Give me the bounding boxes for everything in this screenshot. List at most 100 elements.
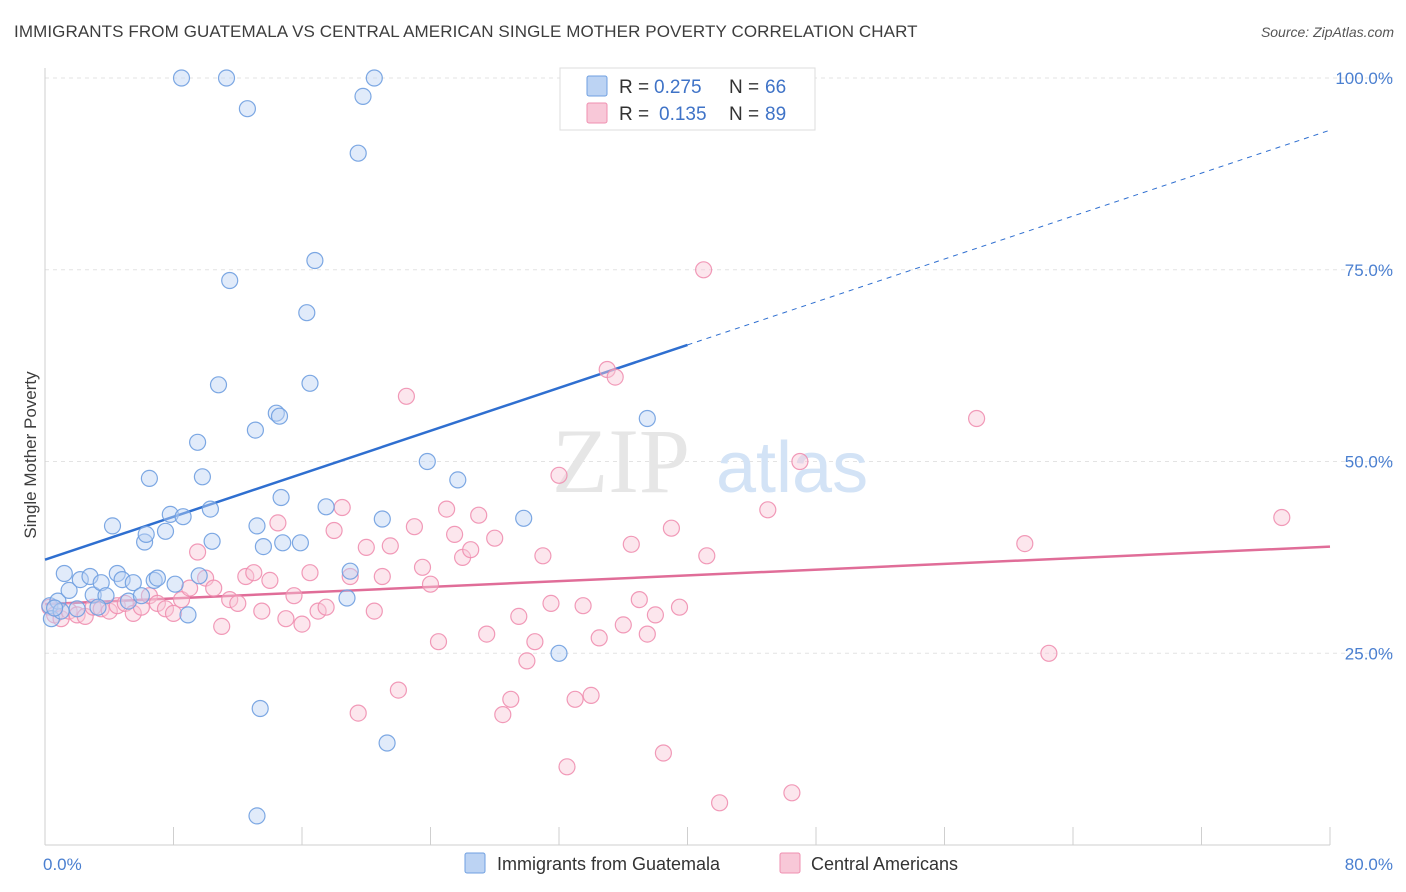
guatemala-point-38 (248, 517, 266, 535)
series-swatch-guatemala (464, 852, 486, 874)
guatemala-point-52 (349, 144, 367, 162)
central-americans-point-71 (606, 368, 624, 386)
legend-r-value-1: 0.275 (654, 77, 702, 98)
central-americans-point-63 (542, 594, 560, 613)
guatemala-point-45 (291, 534, 309, 552)
central-americans-point-32 (293, 615, 311, 633)
central-americans-point-23 (221, 590, 239, 609)
central-americans-point-51 (446, 525, 464, 544)
central-americans-point-37 (333, 498, 351, 517)
central-americans-point-76 (646, 606, 665, 624)
legend-n-value-1: 66 (765, 77, 786, 98)
guatemala-point-51 (341, 562, 359, 580)
central-americans-point-89 (1273, 508, 1291, 527)
guatemala-point-44 (274, 534, 292, 552)
guatemala-point-42 (270, 407, 289, 425)
legend-n-label-2: N = (729, 104, 759, 125)
guatemala-trend-line (44, 343, 688, 561)
guatemala-point-5 (68, 600, 86, 618)
central-americans-point-30 (277, 610, 295, 628)
central-americans-point-38 (341, 567, 359, 586)
watermark-atlas: atlas (716, 428, 868, 508)
stats-legend: R = 0.275 N = 66 R = 0.135 N = 89 (559, 67, 816, 131)
guatemala-point-28 (189, 433, 207, 451)
series-label-central-americans: Central Americans (811, 854, 958, 874)
central-americans-point-47 (413, 558, 432, 576)
central-americans-point-15 (156, 600, 175, 618)
central-americans-point-64 (550, 466, 568, 484)
guatemala-point-40 (254, 537, 272, 556)
guatemala-point-43 (272, 488, 290, 507)
central-americans-point-27 (253, 602, 271, 620)
central-americans-point-77 (654, 744, 673, 762)
guatemala-point-15 (124, 574, 142, 592)
guatemala-point-34 (217, 69, 236, 87)
central-americans-point-42 (373, 567, 391, 586)
central-americans-point-83 (759, 501, 777, 519)
guatemala-point-50 (338, 589, 356, 607)
central-americans-point-31 (285, 587, 303, 605)
central-americans-point-57 (494, 705, 512, 724)
central-americans-point-28 (261, 571, 279, 590)
central-americans-point-85 (791, 452, 809, 471)
series-legend: Immigrants from Guatemala Central Americ… (464, 852, 958, 874)
central-americans-point-87 (1016, 534, 1034, 553)
tick-labels: 25.0% 50.0% 75.0% 100.0% 0.0% 80.0% (43, 69, 1393, 874)
central-americans-point-34 (309, 602, 327, 620)
central-americans-point-56 (486, 529, 504, 547)
guatemala-point-18 (137, 525, 155, 544)
guatemala-point-30 (193, 468, 211, 486)
central-americans-point-80 (694, 261, 713, 279)
guatemala-point-49 (317, 498, 335, 516)
guatemala-point-53 (354, 87, 372, 106)
guatemala-point-13 (113, 570, 131, 589)
central-americans-point-25 (237, 567, 255, 586)
guatemala-trend-extension (687, 129, 1331, 346)
x-tick-label-1: 80.0% (1345, 855, 1393, 874)
central-americans-point-35 (317, 598, 335, 616)
guatemala-point-23 (161, 505, 179, 524)
legend-n-label-1: N = (729, 77, 759, 98)
central-americans-point-22 (213, 617, 231, 636)
legend-swatch-pink (586, 102, 608, 124)
central-americans-point-16 (164, 604, 183, 623)
central-americans-point-43 (381, 537, 399, 555)
guatemala-point-56 (378, 734, 396, 752)
guatemala-point-46 (298, 304, 316, 322)
central-americans-point-21 (205, 579, 223, 597)
central-americans-point-66 (566, 690, 584, 708)
central-americans-point-48 (421, 575, 440, 593)
guatemala-point-22 (156, 522, 175, 540)
central-americans-point-45 (397, 387, 415, 405)
legend-n-value-2: 89 (765, 104, 786, 125)
central-americans-point-49 (429, 633, 448, 651)
guatemala-point-27 (179, 606, 197, 624)
y-tick-label-3: 100.0% (1335, 69, 1393, 88)
guatemala-point-59 (515, 509, 533, 527)
central-americans-point-69 (590, 629, 608, 647)
guatemala-point-31 (201, 500, 219, 518)
watermark-zip: ZIP (552, 410, 690, 512)
legend-r-label-1: R = (619, 77, 649, 98)
guatemala-point-21 (148, 569, 166, 587)
central-americans-trend-line (44, 545, 1331, 606)
axes (44, 68, 1331, 846)
series-swatch-central-americans (779, 852, 801, 874)
central-americans-point-79 (670, 598, 689, 616)
guatemala-point-26 (174, 508, 192, 526)
central-americans-point-88 (1040, 644, 1058, 662)
central-americans-point-24 (229, 594, 247, 613)
data-points (41, 69, 1291, 825)
central-americans-point-26 (245, 564, 263, 582)
guatemala-point-4 (60, 581, 78, 600)
central-americans-point-68 (582, 686, 600, 705)
central-americans-point-53 (462, 541, 480, 559)
guatemala-point-16 (132, 587, 150, 605)
guatemala-point-62 (248, 807, 266, 825)
central-americans-point-81 (698, 547, 716, 565)
guatemala-point-6 (71, 570, 89, 589)
x-tick-label-0: 0.0% (43, 855, 82, 874)
central-americans-point-54 (470, 506, 488, 524)
guatemala-point-55 (373, 510, 391, 528)
